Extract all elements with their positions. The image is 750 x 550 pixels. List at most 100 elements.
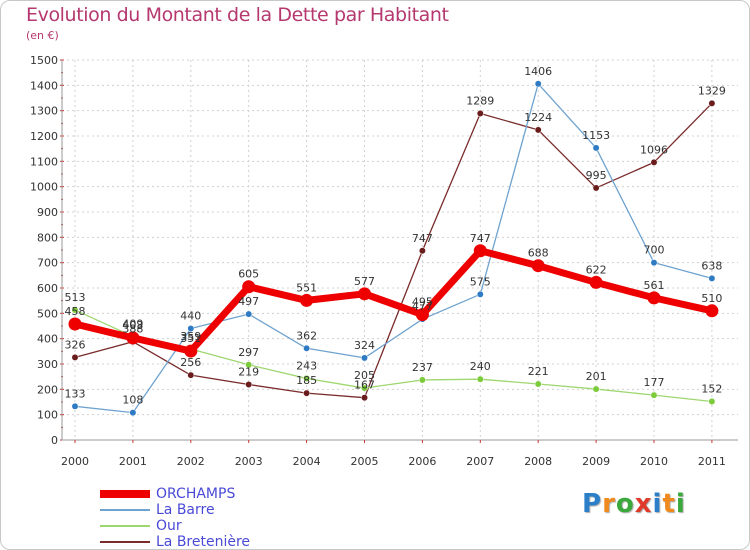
data-point-la-barre	[129, 409, 137, 417]
data-label-our: 513	[65, 291, 86, 304]
data-label-orchamps: 351	[180, 332, 201, 345]
data-point-orchamps	[531, 259, 545, 273]
data-point-la-bretenière	[534, 126, 542, 134]
data-point-orchamps	[126, 331, 140, 345]
data-point-orchamps	[473, 244, 487, 258]
logo-letter: t	[662, 489, 676, 519]
legend-label-our: Our	[156, 518, 182, 534]
data-point-our	[71, 306, 79, 314]
data-label-our: 240	[470, 360, 491, 373]
x-tick-label: 2003	[235, 455, 263, 468]
data-point-la-bretenière	[650, 158, 658, 166]
data-label-our: 201	[586, 370, 607, 383]
data-point-la-barre	[476, 290, 484, 298]
x-tick-label: 2000	[61, 455, 89, 468]
y-tick-label: 700	[37, 257, 58, 270]
x-tick-label: 2004	[293, 455, 321, 468]
proxiti-logo: Proxiti	[582, 489, 686, 519]
data-point-la-bretenière	[476, 110, 484, 117]
data-point-la-barre	[534, 80, 542, 88]
data-label-our: 177	[644, 376, 665, 389]
data-point-our	[650, 391, 658, 399]
data-label-our: 359	[180, 330, 201, 343]
data-label-la-barre: 1406	[524, 65, 552, 78]
legend-swatch-orchamps	[100, 490, 150, 498]
data-label-la-barre: 700	[644, 244, 665, 257]
data-label-la-bretenière: 747	[412, 232, 433, 245]
data-label-la-bretenière: 256	[180, 356, 201, 369]
logo-letter: r	[602, 489, 616, 519]
y-tick-label: 1200	[30, 130, 58, 143]
data-label-la-bretenière: 219	[238, 366, 259, 379]
y-tick-label: 1100	[30, 155, 58, 168]
data-point-our	[361, 384, 368, 392]
data-label-orchamps: 605	[238, 268, 259, 281]
data-point-our	[418, 376, 426, 384]
legend-swatch-our	[100, 525, 150, 527]
chart-title: Evolution du Montant de la Dette par Hab…	[26, 4, 449, 26]
data-point-orchamps	[589, 275, 603, 289]
series-line-la-bretenière	[74, 102, 713, 399]
data-point-orchamps	[358, 287, 371, 301]
legend-swatch-la-barre	[100, 509, 150, 511]
data-point-our	[476, 375, 484, 383]
data-point-la-bretenière	[708, 99, 716, 107]
data-label-la-barre: 638	[701, 259, 722, 272]
y-tick-label: 1300	[30, 105, 58, 118]
data-label-orchamps: 403	[122, 319, 143, 332]
data-label-orchamps: 747	[470, 232, 491, 245]
data-point-our	[534, 380, 542, 388]
y-tick-label: 100	[37, 409, 58, 422]
data-label-la-barre: 324	[354, 339, 375, 352]
y-tick-label: 900	[37, 206, 58, 219]
y-tick-label: 400	[37, 333, 58, 346]
series-line-la-barre	[74, 83, 713, 414]
data-point-la-barre	[708, 274, 716, 282]
data-label-orchamps: 458	[65, 305, 86, 318]
legend-label-la-barre: La Barre	[156, 502, 215, 518]
y-tick-label: 500	[37, 307, 58, 320]
line-chart: 0 100 200 300 400 500 600 700 800 900 1000 1100 1200…	[30, 54, 738, 468]
legend-label-orchamps: ORCHAMPS	[156, 486, 236, 502]
data-label-our: 243	[296, 359, 317, 372]
data-label-our: 152	[701, 382, 722, 395]
data-point-la-bretenière	[418, 247, 426, 255]
data-point-our	[245, 361, 253, 369]
x-tick-label: 2010	[640, 455, 668, 468]
data-label-la-bretenière: 995	[586, 169, 607, 182]
data-label-orchamps: 688	[528, 247, 549, 260]
data-label-la-barre: 477	[412, 300, 433, 313]
data-point-la-barre	[303, 344, 311, 352]
plot-area	[62, 60, 738, 440]
data-label-la-bretenière: 326	[65, 338, 86, 351]
logo-letter: i	[652, 489, 663, 519]
data-point-orchamps	[68, 317, 82, 331]
x-tick-label: 2006	[408, 455, 436, 468]
x-tick-label: 2008	[524, 455, 552, 468]
data-label-la-barre: 108	[122, 394, 143, 407]
data-point-la-bretenière	[187, 371, 195, 379]
legend: ORCHAMPS La Barre Our La Bretenière	[100, 486, 250, 550]
data-point-our	[592, 385, 600, 393]
logo-letter: i	[675, 489, 686, 519]
data-label-la-bretenière: 185	[296, 374, 317, 387]
legend-label-la-bretenière: La Bretenière	[156, 534, 251, 550]
logo-letter: P	[582, 489, 603, 519]
data-label-la-bretenière: 1224	[524, 111, 552, 124]
x-tick-label: 2007	[466, 455, 494, 468]
legend-item-our: Our	[100, 518, 250, 534]
logo-letter: o	[615, 489, 635, 519]
data-label-orchamps: 622	[586, 263, 607, 276]
x-tick-label: 2009	[582, 455, 610, 468]
y-tick-label: 600	[37, 282, 58, 295]
data-label-la-bretenière: 388	[122, 323, 143, 336]
data-label-la-barre: 362	[296, 329, 317, 342]
data-label-la-bretenière: 1096	[640, 143, 668, 156]
x-tick-label: 2011	[698, 455, 726, 468]
data-point-orchamps	[415, 308, 429, 322]
data-label-orchamps: 577	[354, 275, 375, 288]
data-label-la-bretenière: 1329	[698, 84, 726, 97]
data-point-orchamps	[647, 291, 661, 305]
y-tick-label: 1000	[30, 181, 58, 194]
data-label-our: 237	[412, 361, 433, 374]
